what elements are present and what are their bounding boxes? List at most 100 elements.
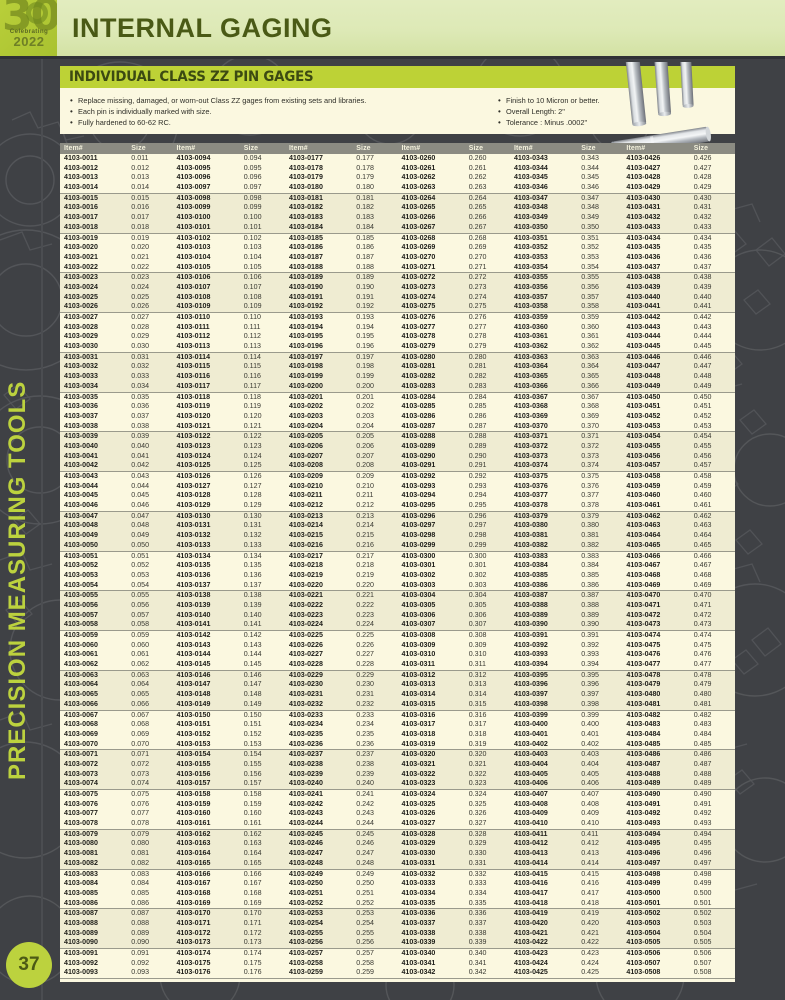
- cell-size: 0.170: [238, 908, 285, 919]
- cell-item-number: 4103-0274: [397, 292, 464, 303]
- cell-item-number: 4103-0028: [64, 322, 98, 331]
- cell-size: 0.204: [356, 421, 375, 430]
- cell-item-number: 4103-0328: [397, 828, 464, 840]
- cell-size: 0.153: [243, 739, 262, 748]
- cell-item-number: 4103-0414: [509, 858, 577, 869]
- cell-size: 0.101: [238, 222, 285, 233]
- cell-size: 0.014: [131, 183, 150, 192]
- cell-size: 0.209: [351, 470, 398, 482]
- cell-size: 0.463: [688, 521, 735, 532]
- cell-item-number: 4103-0088: [60, 918, 127, 929]
- cell-item-number: 4103-0167: [176, 879, 211, 888]
- cell-item-number: 4103-0046: [64, 501, 98, 510]
- cell-item-number: 4103-0068: [64, 720, 98, 729]
- cell-size: 0.130: [238, 510, 285, 522]
- cell-size: 0.449: [688, 381, 735, 392]
- cell-size: 0.188: [356, 262, 375, 271]
- cell-item-number: 4103-0300: [397, 550, 464, 562]
- table-row: 4103-0020 0.020 4103-0103 0.103 4103-0186 0.1…: [60, 243, 735, 253]
- cell-item-number: 4103-0030: [64, 342, 98, 351]
- page-number: 37: [18, 954, 40, 975]
- table-row: 4103-0027 0.027 4103-0110 0.110 4103-0193 0.1…: [60, 311, 735, 323]
- table-row: 4103-0041 0.041 4103-0124 0.124 4103-0207 0.2…: [60, 451, 735, 462]
- cell-item-number: 4103-0351: [509, 232, 577, 244]
- cell-size: 0.276: [463, 311, 510, 323]
- cell-item-number: 4103-0338: [397, 928, 464, 939]
- cell-size: 0.389: [576, 610, 623, 621]
- cell-item-number: 4103-0259: [284, 968, 352, 980]
- cell-item-number: 4103-0291: [397, 461, 464, 472]
- cell-size: 0.272: [463, 272, 510, 283]
- cell-item-number: 4103-0108: [172, 292, 239, 303]
- cell-item-number: 4103-0176: [172, 968, 239, 980]
- cell-item-number: 4103-0208: [284, 461, 352, 472]
- cell-size: 0.319: [468, 739, 487, 748]
- section-header: INDIVIDUAL CLASS ZZ PIN GAGES: [60, 66, 735, 88]
- cell-item-number: 4103-0318: [401, 729, 436, 738]
- cell-size: 0.199: [351, 372, 398, 382]
- cell-item-number: 4103-0122: [172, 431, 239, 442]
- cell-item-number: 4103-0282: [397, 372, 464, 382]
- cell-item-number: 4103-0502: [622, 908, 689, 919]
- cell-item-number: 4103-0303: [401, 580, 436, 589]
- cell-item-number: 4103-0222: [284, 600, 352, 611]
- cell-item-number: 4103-0178: [288, 163, 323, 172]
- cell-item-number: 4103-0444: [626, 332, 661, 341]
- cell-item-number: 4103-0077: [64, 809, 98, 818]
- cell-item-number: 4103-0187: [288, 252, 323, 261]
- cell-item-number: 4103-0123: [172, 441, 239, 452]
- cell-size: 0.483: [693, 720, 712, 729]
- table-row: 4103-0021 0.021 4103-0104 0.104 4103-0187 0.1…: [60, 253, 735, 263]
- cell-size: 0.470: [688, 590, 735, 601]
- cell-item-number: 4103-0103: [176, 243, 211, 252]
- cell-item-number: 4103-0461: [626, 501, 661, 510]
- cell-size: 0.342: [463, 968, 510, 980]
- cell-item-number: 4103-0431: [622, 203, 689, 214]
- cell-item-number: 4103-0391: [509, 629, 577, 641]
- cell-size: 0.122: [238, 431, 285, 442]
- cell-size: 0.092: [131, 958, 150, 967]
- cell-item-number: 4103-0102: [172, 232, 239, 244]
- cell-item-number: 4103-0220: [288, 580, 323, 589]
- cell-size: 0.215: [351, 531, 398, 541]
- cell-item-number: 4103-0221: [284, 590, 352, 601]
- cell-item-number: 4103-0062: [64, 660, 98, 669]
- table-row: 4103-0063 0.063 4103-0146 0.146 4103-0229 0.2…: [60, 669, 735, 681]
- cell-size: 0.306: [463, 610, 510, 621]
- cell-item-number: 4103-0306: [397, 610, 464, 621]
- cell-item-number: 4103-0200: [284, 381, 352, 392]
- cell-item-number: 4103-0499: [626, 879, 661, 888]
- cell-item-number: 4103-0076: [64, 799, 98, 808]
- cell-size: 0.460: [693, 491, 712, 500]
- cell-size: 0.298: [463, 531, 510, 541]
- cell-size: 0.366: [576, 381, 623, 392]
- cell-item-number: 4103-0034: [60, 381, 127, 392]
- cell-item-number: 4103-0023: [60, 272, 127, 283]
- cell-size: 0.294: [468, 491, 487, 500]
- cell-item-number: 4103-0195: [288, 332, 323, 341]
- cell-item-number: 4103-0170: [172, 908, 239, 919]
- cell-item-number: 4103-0358: [509, 302, 577, 313]
- cell-item-number: 4103-0113: [176, 342, 211, 351]
- cell-size: 0.354: [581, 262, 599, 271]
- table-row: 4103-0079 0.079 4103-0162 0.162 4103-0245 0.2…: [60, 828, 735, 840]
- cell-item-number: 4103-0025: [60, 292, 127, 303]
- cell-item-number: 4103-0360: [513, 322, 548, 331]
- cell-size: 0.325: [468, 799, 487, 808]
- table-row: 4103-0075 0.075 4103-0158 0.158 4103-0241 0.2…: [60, 788, 735, 800]
- cell-item-number: 4103-0180: [288, 183, 323, 192]
- cell-item-number: 4103-0312: [397, 669, 464, 681]
- cell-size: 0.283: [463, 381, 510, 392]
- bullet-item: Replace missing, damaged, or worn-out Cl…: [69, 95, 497, 106]
- cell-size: 0.315: [463, 699, 510, 710]
- cell-size: 0.506: [688, 947, 735, 959]
- cell-item-number: 4103-0297: [397, 521, 464, 532]
- cell-item-number: 4103-0142: [172, 629, 239, 641]
- cell-item-number: 4103-0386: [513, 580, 548, 589]
- cell-size: 0.044: [131, 481, 150, 490]
- cell-size: 0.020: [131, 243, 150, 252]
- cell-size: 0.481: [688, 699, 735, 710]
- cell-size: 0.326: [468, 809, 487, 818]
- cell-size: 0.457: [688, 461, 735, 472]
- cell-item-number: 4103-0324: [397, 788, 464, 800]
